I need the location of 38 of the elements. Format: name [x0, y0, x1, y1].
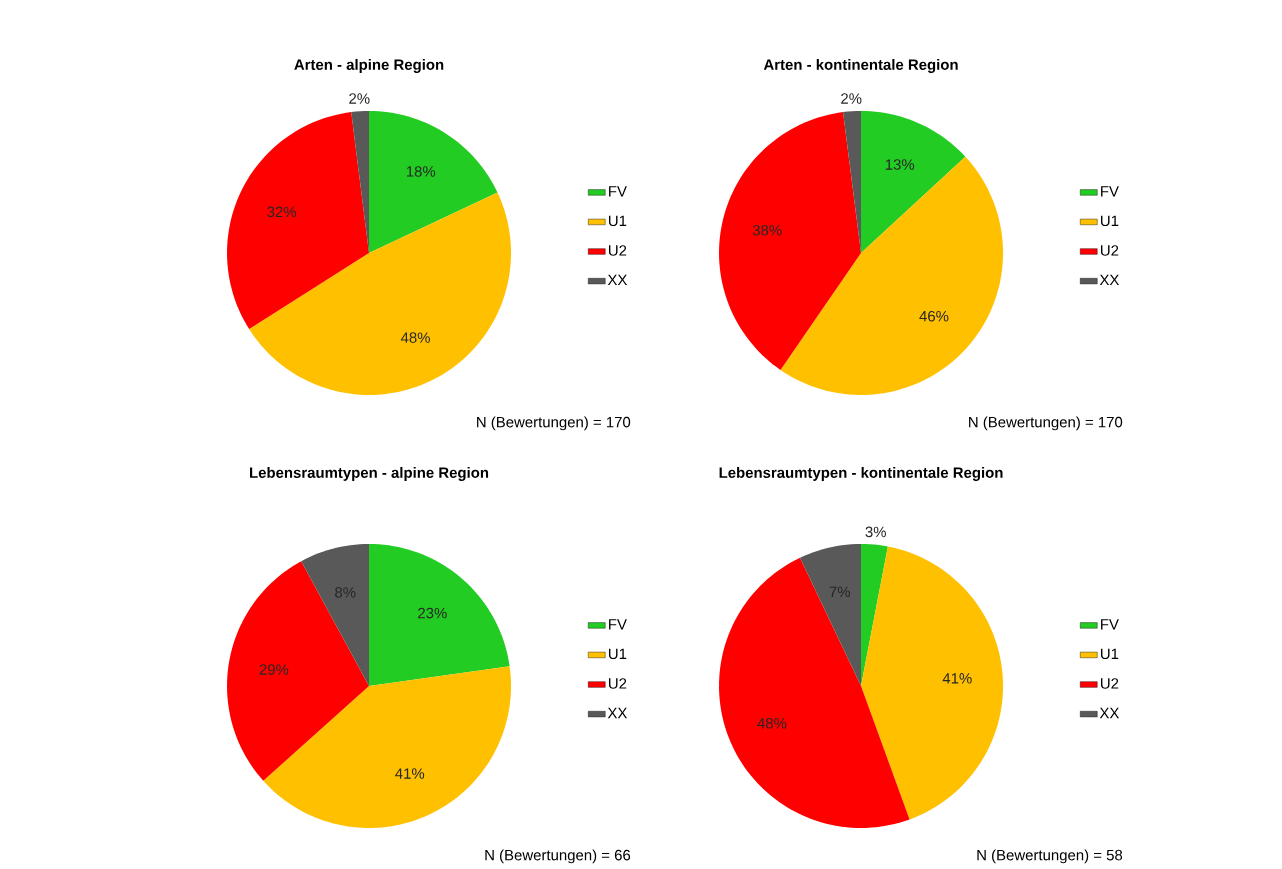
text: N (Bewertungen) = 66 [485, 849, 631, 864]
data-label: 48% [757, 717, 787, 729]
legend-label: XX [1099, 707, 1120, 719]
data-label: 13% [885, 159, 915, 170]
data-label: 48% [400, 332, 430, 343]
legend-label: XX [1099, 274, 1120, 286]
legend-label: U1 [609, 648, 627, 660]
legend-label: FV [1101, 186, 1119, 197]
legend-label: U1 [609, 215, 627, 227]
data-label: 3% [865, 526, 886, 538]
data-label: 23% [418, 607, 447, 619]
legend-label: FV [609, 619, 627, 630]
text: N (Bewertungen) = 58 [977, 849, 1123, 864]
legend-label: U1 [1101, 648, 1119, 660]
legend-label: XX [607, 707, 628, 719]
text: N (Bewertungen) = 170 [477, 416, 631, 431]
chart-title: Lebensraumtypen - kontinentale Region [719, 466, 1003, 481]
data-label: 38% [752, 224, 782, 236]
data-label: 29% [259, 664, 289, 675]
data-label: 2% [841, 93, 862, 104]
data-label: 2% [349, 93, 370, 104]
legend-label: U2 [609, 245, 627, 256]
legend-label: U2 [609, 678, 627, 689]
data-label: 46% [919, 310, 949, 322]
text: N (Bewertungen) = 170 [969, 416, 1123, 431]
legend-label: FV [1101, 619, 1119, 630]
chart-title: Arten - alpine Region [294, 58, 444, 73]
legend-label: FV [609, 186, 627, 197]
data-label: 41% [395, 768, 425, 779]
data-label: 32% [267, 206, 297, 218]
legend-label: U1 [1101, 215, 1119, 227]
legend-label: U2 [1101, 678, 1119, 689]
chart-title: Arten - kontinentale Region [763, 58, 958, 73]
data-label: 41% [942, 673, 972, 684]
legend-label: U2 [1101, 245, 1119, 256]
data-label: 18% [406, 166, 436, 177]
legend-label: XX [607, 274, 628, 286]
chart-title: Lebensraumtypen - alpine Region [250, 466, 489, 481]
